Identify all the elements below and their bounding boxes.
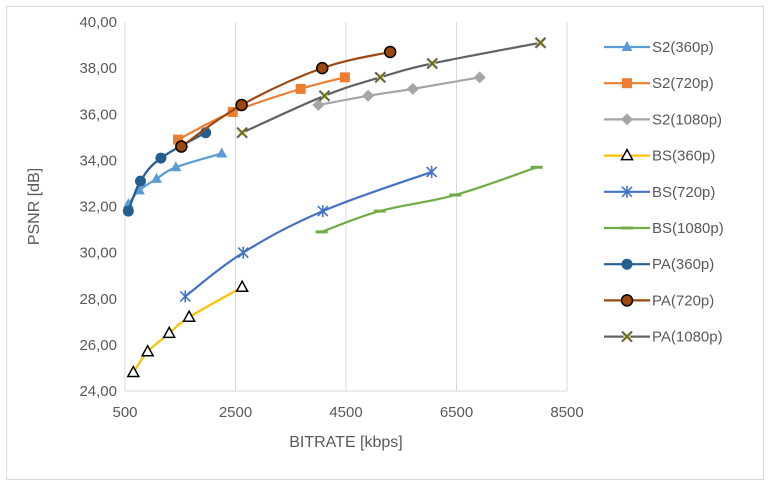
legend-marker (622, 78, 632, 89)
legend-item: S2(1080p) (604, 111, 722, 128)
data-point (140, 344, 155, 357)
series-PA(1080p) (236, 37, 547, 139)
data-point (155, 152, 167, 164)
data-point (175, 140, 188, 153)
series-layer (122, 37, 547, 378)
y-tick-label: 32,00 (79, 199, 117, 216)
x-tick-label: 4500 (329, 404, 362, 421)
series-line (318, 76, 480, 107)
data-point (173, 134, 184, 145)
legend-item: BS(720p) (604, 184, 715, 201)
data-point (317, 205, 329, 218)
data-point (133, 184, 145, 195)
series-S2(1080p) (312, 71, 486, 112)
data-point (374, 71, 386, 84)
data-point (179, 290, 191, 303)
data-point (295, 83, 306, 94)
series-BS(360p) (126, 279, 249, 378)
data-point (162, 325, 176, 339)
x-tick-label: 8500 (550, 404, 583, 421)
data-point (339, 72, 350, 83)
series-line (180, 50, 391, 148)
grid (124, 22, 568, 392)
axis-layer: BITRATE [kbps] PSNR [dB] 500 2500 4500 6500… (26, 14, 584, 451)
y-tick-label: 34,00 (79, 152, 117, 169)
data-point (182, 309, 196, 322)
data-point (473, 71, 486, 84)
data-point (150, 172, 162, 183)
legend-marker (621, 185, 633, 198)
series-line (177, 76, 346, 141)
legend-label: BS(1080p) (652, 220, 724, 237)
psnr-bitrate-chart: BITRATE [kbps] PSNR [dB] 500 2500 4500 6500… (26, 14, 724, 451)
legend-item: PA(1080p) (604, 329, 723, 346)
legend-marker (620, 148, 634, 161)
y-tick-label: 30,00 (79, 245, 117, 262)
data-point (237, 246, 249, 259)
y-tick-label: 40,00 (79, 14, 117, 31)
legend-item: PA(720p) (604, 292, 714, 309)
y-tick-label: 24,00 (79, 383, 117, 400)
y-tick-label: 38,00 (79, 60, 117, 77)
legend-label: BS(360p) (652, 148, 715, 165)
legend-item: BS(360p) (604, 148, 715, 165)
data-point (312, 99, 325, 112)
data-point (315, 61, 329, 75)
legend-item: S2(720p) (604, 75, 714, 92)
legend-label: BS(720p) (652, 184, 715, 201)
legend-label: S2(1080p) (652, 111, 722, 128)
data-point (318, 90, 331, 102)
data-point (126, 364, 141, 378)
x-tick-label: 6500 (440, 404, 473, 421)
data-point (216, 147, 228, 158)
series-line (321, 166, 537, 233)
data-point (383, 45, 397, 59)
series-line (184, 170, 433, 298)
y-tick-label: 26,00 (79, 337, 117, 354)
legend-item: BS(1080p) (604, 220, 724, 237)
legend-label: PA(1080p) (652, 329, 723, 346)
data-point (122, 205, 134, 217)
legend-marker (621, 330, 633, 343)
y-tick-label: 28,00 (79, 291, 117, 308)
x-tick-label: 500 (112, 404, 137, 421)
legend-label: S2(360p) (652, 39, 714, 56)
legend-label: PA(360p) (652, 256, 714, 273)
data-point (170, 161, 182, 172)
y-axis-title: PSNR [dB] (26, 168, 43, 245)
data-point (235, 98, 248, 112)
data-point (406, 82, 419, 95)
legend: S2(360p) S2(720p) S2(1080p) BS(360p) BS(720p… (604, 39, 724, 346)
legend-item: PA(360p) (604, 256, 714, 273)
data-point (426, 165, 438, 178)
x-axis-title: BITRATE [kbps] (289, 434, 403, 451)
legend-marker (621, 41, 633, 51)
legend-item: S2(360p) (604, 39, 714, 56)
data-point (235, 279, 249, 292)
legend-marker (620, 294, 634, 307)
chart-frame: BITRATE [kbps] PSNR [dB] 500 2500 4500 6500… (6, 6, 764, 480)
data-point (362, 89, 375, 102)
x-tick-label: 2500 (219, 404, 252, 421)
series-S2(720p) (173, 72, 350, 145)
series-BS(1080p) (315, 165, 543, 234)
legend-label: S2(720p) (652, 75, 714, 92)
data-point (534, 37, 547, 49)
data-point (227, 106, 238, 117)
legend-marker (621, 113, 633, 126)
series-BS(720p) (179, 165, 438, 303)
y-tick-label: 36,00 (79, 106, 117, 123)
legend-label: PA(720p) (652, 292, 714, 309)
series-PA(720p) (175, 45, 397, 153)
legend-marker (621, 258, 633, 270)
data-point (426, 57, 438, 70)
data-point (236, 126, 248, 139)
data-point (134, 175, 146, 187)
